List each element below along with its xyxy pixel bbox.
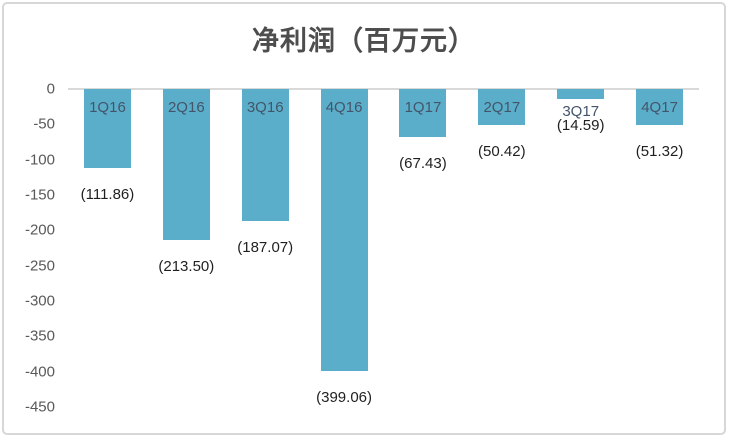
bar-4q16: [320, 89, 368, 372]
value-label-4q16: (399.06): [316, 389, 372, 407]
category-label-2q17: 2Q17: [483, 99, 521, 116]
y-axis-tick-label: -300: [24, 292, 55, 310]
y-axis-tick-label: -250: [24, 257, 55, 275]
category-label-3q17: 3Q17: [562, 103, 600, 121]
value-label-3q17: (14.59): [556, 117, 605, 135]
y-axis-tick-label: 0: [46, 80, 55, 98]
zero-axis-line: [68, 88, 699, 90]
category-label-3q16: 3Q16: [246, 99, 284, 116]
bar-1q17: [399, 89, 447, 137]
y-axis-tick-label: -50: [33, 115, 55, 133]
value-label-1q17: (67.43): [399, 154, 447, 172]
category-label-1q16: 1Q16: [89, 99, 126, 116]
bar-3q17: [557, 89, 605, 100]
y-axis-tick-label: -400: [24, 363, 55, 381]
bar-4q17: [636, 89, 684, 126]
category-label-1q17: 1Q17: [404, 99, 442, 116]
value-label-1q16: (111.86): [80, 186, 135, 204]
category-label-4q16: 4Q16: [325, 99, 363, 116]
chart-frame: 净利润（百万元） 0 -50 -100 -150 -200 -250 -300 -350 -40…: [2, 2, 726, 435]
category-label-2q16: 2Q16: [167, 99, 205, 116]
bar-3q16: [241, 89, 289, 222]
value-label-2q17: (50.42): [478, 142, 526, 160]
bar-2q17: [478, 89, 526, 125]
bar-2q16: [162, 89, 210, 240]
y-axis-tick-label: -350: [24, 327, 55, 345]
value-label-3q16: (187.07): [237, 239, 294, 257]
y-axis-tick-label: -200: [24, 221, 55, 239]
y-axis-tick-label: -150: [24, 186, 55, 204]
value-label-4q17: (51.32): [635, 143, 684, 161]
chart-title: 净利润（百万元）: [252, 26, 476, 56]
value-label-2q16: (213.50): [158, 257, 215, 275]
bar-1q16: [83, 89, 131, 169]
y-axis-tick-label: -450: [24, 398, 55, 416]
y-axis-tick-label: -100: [24, 151, 55, 169]
category-label-4q17: 4Q17: [641, 99, 678, 116]
